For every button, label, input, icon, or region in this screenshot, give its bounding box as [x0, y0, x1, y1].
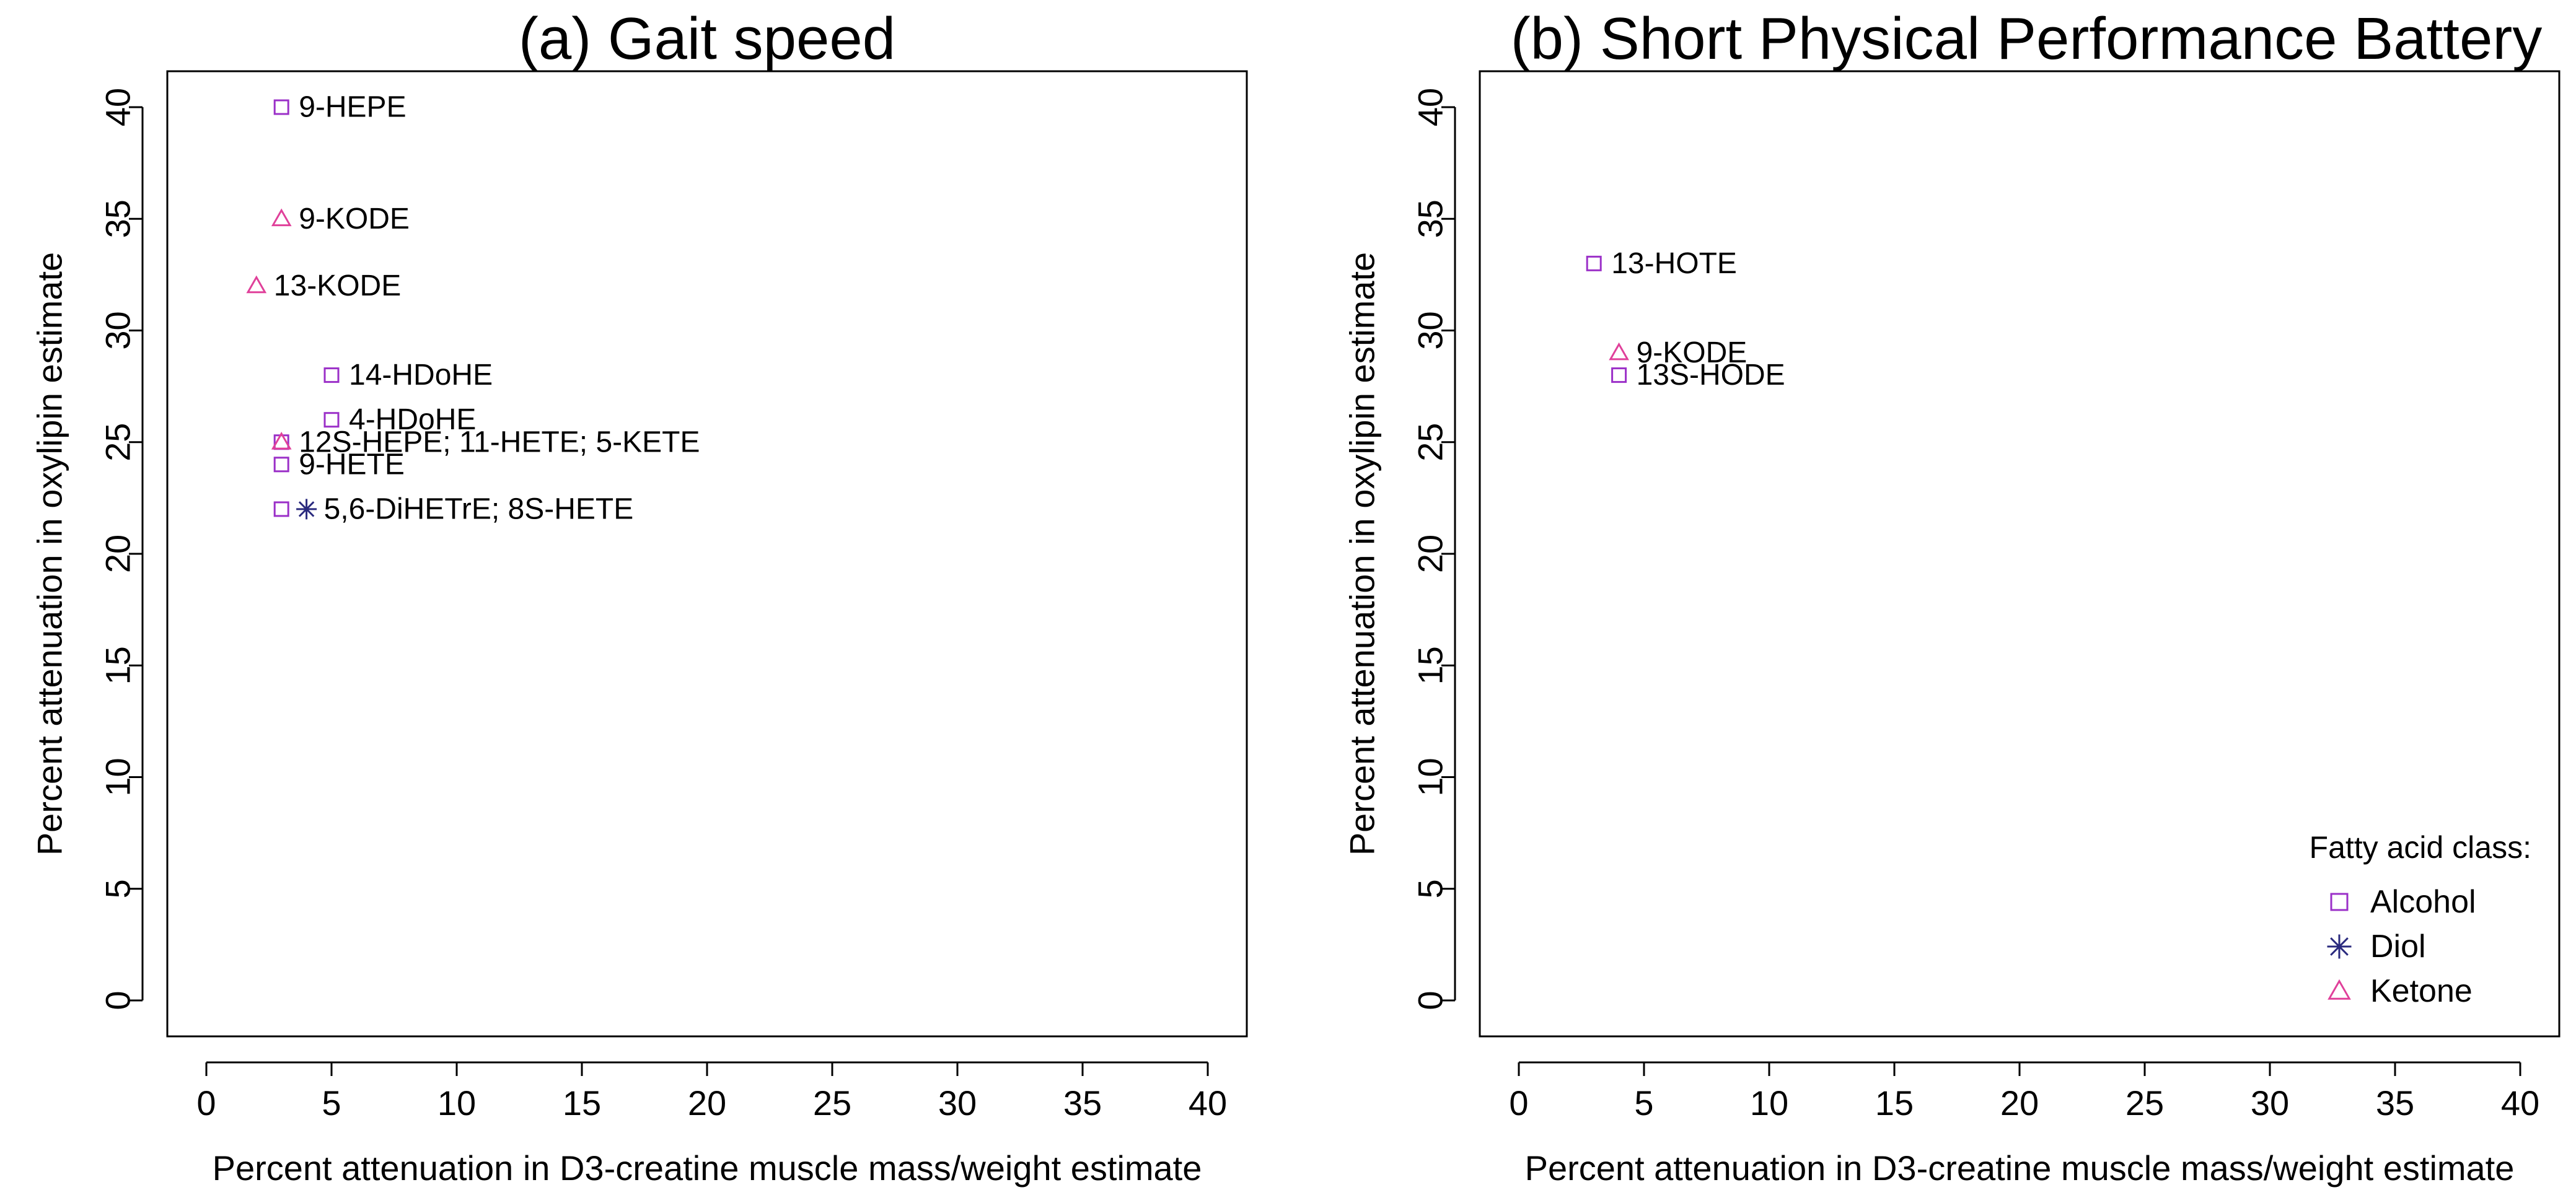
- point-label: 9-KODE: [299, 203, 410, 235]
- x-tick-label: 40: [1189, 1083, 1227, 1122]
- x-tick-label: 15: [1875, 1083, 1914, 1122]
- marker-square: [273, 99, 289, 115]
- marker-square: [273, 501, 289, 517]
- point-label: 5,6-DiHETrE; 8S-HETE: [324, 492, 634, 525]
- marker-triangle: [1609, 342, 1629, 361]
- marker-square: [273, 457, 289, 473]
- y-tick-label: 5: [1411, 879, 1450, 898]
- chart-title: (a) Gait speed: [519, 6, 895, 72]
- x-axis-label: Percent attenuation in D3-creatine muscl…: [213, 1148, 1202, 1188]
- legend-label: Alcohol: [2370, 884, 2476, 920]
- legend-label: Diol: [2370, 929, 2426, 965]
- point-label: 4-HDoHE: [349, 403, 476, 436]
- y-tick-label: 15: [99, 646, 138, 685]
- marker-asterisk: [296, 499, 317, 520]
- x-tick-label: 20: [2000, 1083, 2039, 1122]
- y-axis-label: Percent attenuation in oxylipin estimate: [1343, 252, 1382, 855]
- x-tick-label: 5: [1634, 1083, 1653, 1122]
- y-tick-label: 15: [1411, 646, 1450, 685]
- y-tick-label: 20: [1411, 535, 1450, 573]
- x-axis-label: Percent attenuation in D3-creatine muscl…: [1525, 1148, 2515, 1188]
- y-axis-label: Percent attenuation in oxylipin estimate: [30, 252, 69, 855]
- plot-frame: [166, 70, 1248, 1038]
- point-label: 9-KODE: [1637, 336, 1747, 369]
- point-label: 14-HDoHE: [349, 359, 493, 392]
- x-tick-label: 10: [437, 1083, 476, 1122]
- x-tick-label: 10: [1750, 1083, 1788, 1122]
- x-tick-label: 30: [2251, 1083, 2289, 1122]
- marker-triangle: [246, 275, 267, 294]
- marker-square: [323, 412, 340, 428]
- panel-gait-speed: (a) Gait speed 0 5 10 15 20 25 30 35 40 Percent at…: [30, 6, 1248, 1188]
- y-tick-label: 5: [99, 879, 138, 898]
- marker-triangle: [2328, 979, 2351, 1000]
- data-point-alcohol: [1586, 255, 1602, 271]
- marker-square: [1586, 255, 1602, 271]
- marker-triangle: [271, 431, 292, 450]
- point-label: 13-KODE: [274, 269, 401, 302]
- data-point-ketone: [271, 431, 292, 450]
- data-point-alcohol: [273, 99, 289, 115]
- y-tick-label: 35: [1411, 199, 1450, 238]
- legend-item-alcohol: Alcohol: [2330, 884, 2476, 920]
- point-label: 13-HOTE: [1611, 247, 1737, 280]
- data-point-alcohol: [323, 367, 340, 383]
- x-tick-label: 25: [813, 1083, 851, 1122]
- marker-square: [1611, 367, 1627, 383]
- marker-square: [323, 367, 340, 383]
- legend-label: Ketone: [2370, 973, 2473, 1009]
- point-label: 9-HEPE: [299, 91, 406, 124]
- x-tick-label: 40: [2501, 1083, 2539, 1122]
- x-tick-label: 5: [322, 1083, 341, 1122]
- point-label: 12S-HEPE; 11-HETE; 5-KETE: [299, 426, 700, 458]
- data-point-alcohol: [323, 412, 340, 428]
- y-tick-label: 40: [99, 88, 138, 126]
- y-tick-label: 20: [99, 535, 138, 573]
- y-tick-label: 30: [99, 311, 138, 349]
- chart-title: (b) Short Physical Performance Battery: [1511, 6, 2543, 72]
- legend-item-ketone: Ketone: [2328, 973, 2473, 1009]
- legend: Fatty acid class: Alcohol Diol Ketone: [2310, 830, 2531, 1009]
- marker-square: [2330, 893, 2349, 911]
- x-tick-label: 25: [2125, 1083, 2164, 1122]
- y-tick-label: 35: [99, 199, 138, 238]
- y-tick-label: 10: [1411, 758, 1450, 796]
- marker-asterisk: [2327, 934, 2352, 959]
- y-tick-label: 0: [99, 991, 138, 1010]
- panel-sppb: (b) Short Physical Performance Battery 0 5…: [1343, 6, 2561, 1188]
- x-tick-label: 35: [1063, 1083, 1102, 1122]
- y-tick-label: 25: [1411, 423, 1450, 462]
- data-point-ketone: [271, 208, 292, 227]
- point-label: 13S-HODE: [1637, 359, 1785, 392]
- y-tick-label: 30: [1411, 311, 1450, 349]
- data-point-ketone: [1609, 342, 1629, 361]
- x-tick-label: 15: [563, 1083, 601, 1122]
- plot-frame: [1479, 70, 2561, 1038]
- data-point-alcohol: [273, 457, 289, 473]
- data-point-diol: [296, 499, 317, 520]
- legend-item-diol: Diol: [2327, 929, 2426, 965]
- x-tick-label: 0: [1509, 1083, 1528, 1122]
- data-point-ketone: [246, 275, 267, 294]
- point-label: 9-HETE: [299, 448, 405, 481]
- x-tick-label: 0: [196, 1083, 216, 1122]
- x-tick-label: 35: [2376, 1083, 2414, 1122]
- x-tick-label: 20: [688, 1083, 726, 1122]
- y-tick-label: 0: [1411, 991, 1450, 1010]
- y-tick-label: 10: [99, 758, 138, 796]
- x-tick-label: 30: [938, 1083, 977, 1122]
- data-point-alcohol: [1611, 367, 1627, 383]
- y-tick-label: 25: [99, 423, 138, 462]
- data-point-alcohol: [273, 501, 289, 517]
- legend-title: Fatty acid class:: [2310, 830, 2531, 865]
- y-tick-label: 40: [1411, 88, 1450, 126]
- marker-triangle: [271, 208, 292, 227]
